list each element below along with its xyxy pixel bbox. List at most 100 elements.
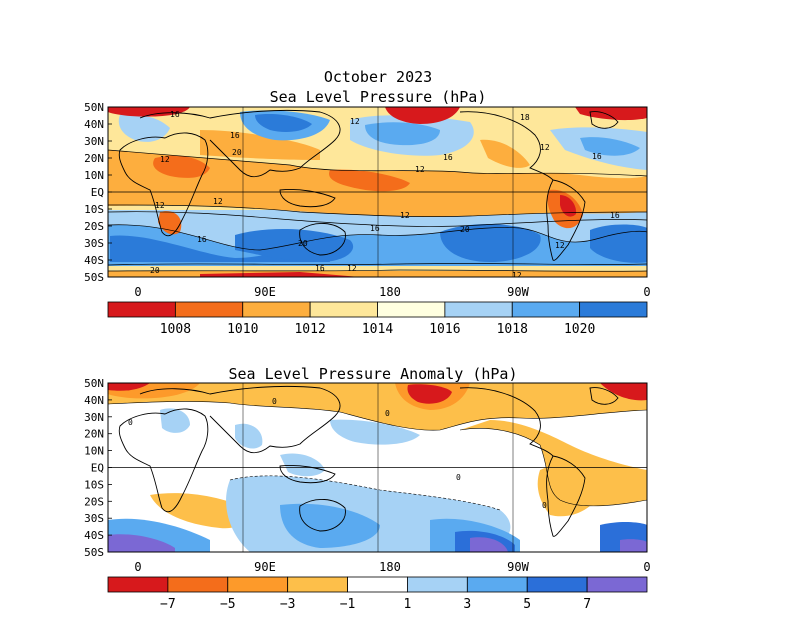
slp-contour-label: 12 [213, 197, 223, 206]
slp-low-america [480, 139, 530, 168]
anomaly-lat-label: 40N [84, 394, 104, 407]
anomaly-lat-labels: 50N 40N 30N 20N 10N EQ 10S 20S 30S 40S 50S [84, 377, 112, 559]
anomaly-contour-label: 0 [272, 397, 277, 406]
slp-contour-label: 16 [230, 131, 240, 140]
anomaly-lat-label: 20N [84, 428, 104, 441]
anomaly-neg-atlantic-core [600, 383, 647, 401]
slp-low-pacific-warm-pool [329, 169, 410, 192]
anomaly-colorbar-label: 7 [583, 597, 591, 612]
anomaly-colorbar-swatch [167, 576, 229, 593]
slp-high-indian-2 [235, 228, 354, 262]
slp-lat-label: 20S [84, 220, 104, 233]
anomaly-contour-label: 0 [385, 409, 390, 418]
slp-contour-label: 16 [592, 152, 602, 161]
slp-contour-label: 12 [155, 201, 165, 210]
anomaly-lon-label: 0 [134, 560, 141, 574]
slp-colorbar-swatch [174, 301, 244, 318]
anomaly-contour-label: 0 [456, 473, 461, 482]
slp-band-subpolar-1 [108, 266, 647, 272]
slp-high-pacific [440, 224, 541, 262]
slp-contour-label: 18 [520, 113, 530, 122]
slp-contour-label: 16 [197, 235, 207, 244]
slp-colorbar-label: 1012 [294, 322, 325, 337]
anomaly-colorbar-label: 1 [404, 597, 412, 612]
slp-contour-label: 16 [610, 211, 620, 220]
slp-low-africa [153, 155, 210, 178]
slp-low-iceland [108, 107, 190, 117]
anomaly-colorbar-swatch [107, 576, 169, 593]
anomaly-colorbar-label: −5 [220, 597, 236, 612]
slp-high-north-pacific-core [365, 122, 440, 146]
slp-colorbar-swatch [377, 301, 446, 318]
anomaly-panel-title: Sea Level Pressure Anomaly (hPa) [229, 365, 518, 383]
slp-colorbar: 1008 1010 1012 1014 1016 1018 1020 [107, 301, 648, 337]
anomaly-contour-label: 0 [542, 501, 547, 510]
anomaly-pos-west-pacific [330, 419, 420, 445]
anomaly-contour-labels: 0 0 0 0 0 [128, 397, 547, 510]
anomaly-lon-label: 90E [254, 560, 276, 574]
slp-contours [108, 149, 647, 272]
anomaly-lat-label: 40S [84, 529, 104, 542]
slp-lat-label: 40S [84, 254, 104, 267]
anomaly-colorbar-label: 5 [523, 597, 531, 612]
slp-lon-label: 90W [507, 285, 529, 299]
slp-colorbar-swatch [511, 301, 581, 318]
anomaly-pos-south-core [280, 503, 380, 548]
slp-colorbar-label: 1008 [160, 322, 191, 337]
slp-low-asia [200, 130, 320, 160]
anomaly-lon-label: 0 [643, 560, 650, 574]
anomaly-lon-label: 90W [507, 560, 529, 574]
slp-contour-label: 12 [540, 143, 550, 152]
slp-lat-label: 30S [84, 237, 104, 250]
slp-panel-title: Sea Level Pressure (hPa) [270, 88, 487, 106]
slp-low-aleutian [385, 107, 460, 124]
slp-lon-label: 0 [134, 285, 141, 299]
slp-high-north-atlantic-core [580, 137, 640, 156]
slp-lon-labels: 0 90E 180 90W 0 [134, 285, 650, 299]
slp-lat-label: 20N [84, 152, 104, 165]
slp-contour-label: 16 [443, 153, 453, 162]
slp-high-siberia-core [255, 114, 312, 132]
slp-lat-label: 10S [84, 203, 104, 216]
slp-contour-label: 12 [400, 211, 410, 220]
anomaly-lat-label: 50N [84, 377, 104, 390]
anomaly-colorbar-swatch [347, 576, 408, 593]
anomaly-contours [108, 401, 647, 511]
anomaly-neg-south-atlantic [537, 466, 600, 517]
slp-map: 16 12 16 12 12 12 12 16 12 12 16 20 16 2… [108, 107, 647, 280]
anomaly-colorbar-label: −3 [280, 597, 296, 612]
slp-lat-label: 50S [84, 271, 104, 284]
anomaly-contour-label: 0 [128, 418, 133, 427]
slp-contour-label: 12 [512, 271, 522, 280]
slp-colorbar-label: 1020 [564, 322, 595, 337]
slp-lat-labels: 50N 40N 30N 20N 10N EQ 10S 20S 30S 40S 50S [84, 101, 112, 284]
slp-low-atlantic [575, 107, 647, 121]
slp-lat-label: 50N [84, 101, 104, 114]
slp-colorbar-label: 1018 [497, 322, 528, 337]
slp-lat-label: 40N [84, 118, 104, 131]
slp-lat-label: 30N [84, 135, 104, 148]
slp-coastlines [118, 109, 619, 261]
anomaly-pos-india [235, 423, 263, 449]
anomaly-pos-south-east-core [620, 539, 647, 552]
anomaly-colorbar-swatch [526, 576, 588, 593]
anomaly-neg-america [460, 420, 647, 506]
slp-high-atlantic [590, 224, 647, 263]
anomaly-colorbar-swatch [466, 576, 528, 593]
anomaly-colorbar-label: −1 [340, 597, 356, 612]
slp-colorbar-label: 1010 [227, 322, 258, 337]
slp-lat-label: EQ [91, 186, 104, 199]
slp-contour-label: 12 [347, 264, 357, 273]
slp-lat-label: 10N [84, 169, 104, 182]
slp-colorbar-swatch [107, 301, 176, 318]
slp-lon-label: 90E [254, 285, 276, 299]
anomaly-lon-label: 180 [379, 560, 401, 574]
slp-band-subpolar-2 [108, 271, 647, 277]
slp-contour-label: 16 [315, 264, 325, 273]
anomaly-lat-label: 10S [84, 478, 104, 491]
slp-colorbar-swatch [579, 301, 648, 318]
slp-contour-label: 12 [350, 117, 360, 126]
slp-colorbar-label: 1016 [429, 322, 460, 337]
anomaly-colorbar-swatch [586, 576, 648, 593]
